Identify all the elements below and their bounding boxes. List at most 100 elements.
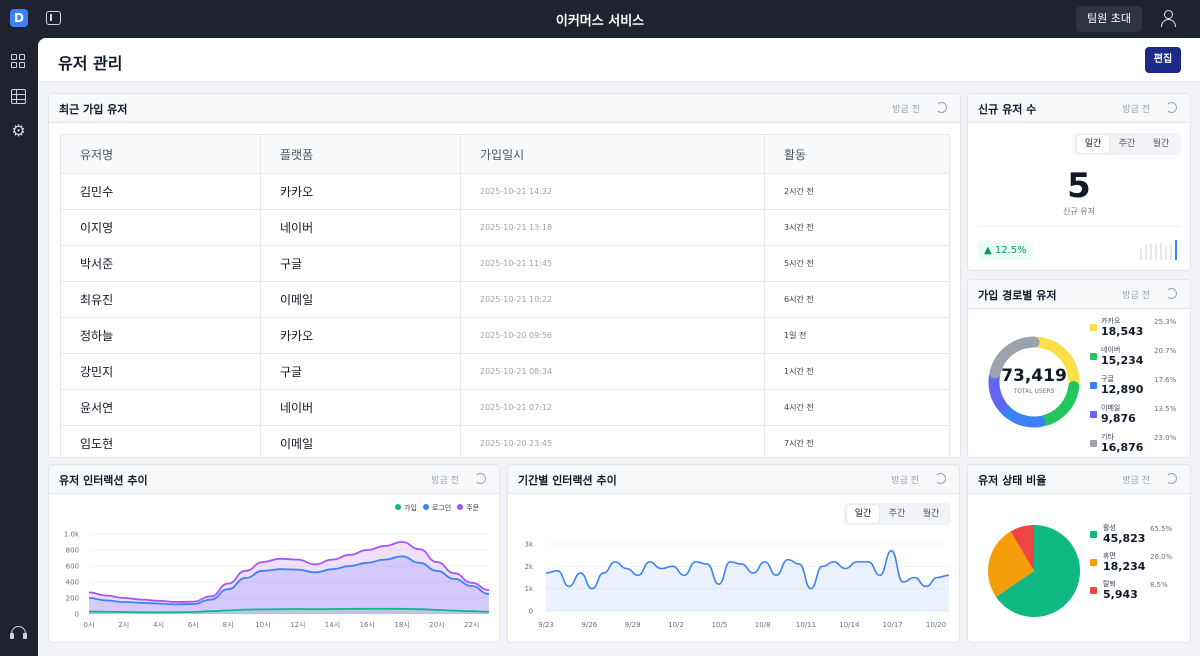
period-weekly[interactable]: 주간 — [888, 509, 906, 519]
column-header[interactable]: 플랫폼 — [260, 134, 461, 174]
legend-item[interactable]: 로그인 — [417, 504, 451, 512]
legend-percent: 65.5% — [1150, 525, 1173, 533]
x-tick-label: 9/29 — [625, 621, 641, 629]
legend-percent: 17.6% — [1154, 376, 1177, 384]
card-header: 기간별 인터랙션 추이 방금 전 — [508, 465, 959, 494]
activity-cell: 3시간 전 — [764, 209, 950, 246]
refresh-icon[interactable] — [475, 473, 486, 484]
period-daily[interactable]: 일간 — [847, 505, 879, 523]
x-tick-label: 8시 — [223, 621, 234, 629]
y-tick-label: 400 — [66, 579, 79, 587]
card-header: 유저 인터랙션 추이 방금 전 — [49, 465, 499, 494]
joined-at-cell: 2025-10-20 09:56 — [460, 317, 765, 354]
donut-slice[interactable] — [989, 336, 1040, 379]
y-tick-label: 0 — [529, 608, 533, 616]
spark-bar — [1155, 245, 1157, 260]
gear-icon[interactable]: ⚙ — [11, 121, 26, 140]
invite-member-button[interactable]: 팀원 초대 — [1076, 6, 1142, 32]
donut-slice[interactable] — [998, 402, 1046, 428]
period-monthly[interactable]: 월간 — [1152, 139, 1170, 149]
new-users-card: 신규 유저 수 방금 전 일간 주간 월간 5 신규 유저 ▲ 12.5% — [967, 93, 1191, 271]
period-daily[interactable]: 일간 — [1077, 135, 1109, 153]
x-tick-label: 10/5 — [711, 621, 727, 629]
legend-percent: 25.3% — [1154, 318, 1177, 326]
series-line[interactable] — [88, 541, 490, 603]
card-header: 최근 가입 유저 방금 전 — [49, 94, 960, 123]
dashboard-icon[interactable] — [11, 54, 26, 69]
y-tick-label: 1k — [524, 585, 533, 593]
column-header[interactable]: 활동 — [764, 134, 950, 174]
app-logo[interactable]: D — [10, 9, 28, 27]
donut-slice[interactable] — [1038, 381, 1080, 427]
refresh-icon[interactable] — [936, 102, 947, 113]
legend-swatch — [1090, 440, 1097, 447]
y-tick-label: 200 — [66, 595, 79, 603]
user-name-cell: 박서준 — [60, 245, 261, 282]
card-header: 가입 경로별 유저 방금 전 — [968, 280, 1190, 309]
x-tick-label: 20시 — [429, 621, 444, 629]
table-row[interactable]: 정하늘 카카오 2025-10-20 09:56 1일 전 — [60, 317, 950, 354]
series-line[interactable] — [545, 549, 950, 590]
table-row[interactable]: 이지영 네이버 2025-10-21 13:18 3시간 전 — [60, 209, 950, 246]
new-users-value: 5 — [1067, 166, 1091, 206]
page-title: 유저 관리 — [58, 54, 123, 73]
x-tick-label: 10/14 — [839, 621, 860, 629]
donut-slice[interactable] — [1032, 336, 1080, 389]
legend-label: 구글 — [1101, 375, 1114, 383]
legend-percent: 13.5% — [1154, 405, 1177, 413]
updated-label: 방금 전 — [1122, 291, 1150, 301]
recent-users-card: 최근 가입 유저 방금 전 유저명 플랫폼 가입일시 활동 김민수 카카오 2025… — [48, 93, 961, 458]
period-weekly[interactable]: 주간 — [1118, 139, 1136, 149]
sidebar-toggle-icon[interactable] — [46, 11, 61, 25]
column-header[interactable]: 가입일시 — [460, 134, 765, 174]
card-title: 신규 유저 수 — [978, 103, 1037, 116]
activity-cell: 6시간 전 — [764, 281, 950, 318]
period-monthly[interactable]: 월간 — [922, 509, 940, 519]
table-row[interactable]: 강민지 구글 2025-10-21 08:34 1시간 전 — [60, 353, 950, 390]
user-name-cell: 정하늘 — [60, 317, 261, 354]
edit-button[interactable]: 편집 — [1145, 47, 1181, 73]
legend-value: 45,823 — [1103, 532, 1146, 545]
legend-item[interactable]: 주문 — [451, 504, 479, 512]
x-tick-label: 2시 — [118, 621, 129, 629]
pie-slice[interactable] — [988, 531, 1034, 597]
y-tick-label: 1.0k — [64, 531, 80, 539]
pie-slice[interactable] — [1010, 525, 1034, 571]
updated-label: 방금 전 — [892, 105, 920, 115]
pie-slice[interactable] — [995, 525, 1080, 617]
table-row[interactable]: 최유진 이메일 2025-10-21 10:22 6시간 전 — [60, 281, 950, 318]
table-row[interactable]: 임도현 이메일 2025-10-20 23:45 7시간 전 — [60, 425, 950, 457]
table-row[interactable]: 박서준 구글 2025-10-21 11:45 5시간 전 — [60, 245, 950, 282]
series-line[interactable] — [88, 607, 490, 614]
refresh-icon[interactable] — [935, 473, 946, 484]
legend-label: 카카오 — [1101, 317, 1121, 325]
series-line[interactable] — [88, 555, 490, 606]
refresh-icon[interactable] — [1166, 473, 1177, 484]
page-header: 유저 관리 편집 — [38, 38, 1200, 82]
y-tick-label: 2k — [524, 563, 533, 571]
user-profile-icon[interactable] — [1160, 10, 1176, 27]
y-tick-label: 3k — [524, 541, 533, 549]
joined-at-cell: 2025-10-21 14:32 — [460, 173, 765, 210]
x-tick-label: 6시 — [188, 621, 199, 629]
legend-label: 활성 — [1103, 524, 1116, 532]
platform-cell: 카카오 — [260, 317, 461, 354]
app-title: 이커머스 서비스 — [555, 14, 645, 29]
refresh-icon[interactable] — [1166, 102, 1177, 113]
legend-label: 기타 — [1101, 433, 1114, 441]
x-tick-label: 18시 — [394, 621, 409, 629]
headset-icon[interactable] — [10, 626, 27, 639]
refresh-icon[interactable] — [1166, 288, 1177, 299]
column-header[interactable]: 유저명 — [60, 134, 261, 174]
user-name-cell: 이지영 — [60, 209, 261, 246]
table-row[interactable]: 김민수 카카오 2025-10-21 14:32 2시간 전 — [60, 173, 950, 210]
table-icon[interactable] — [11, 89, 26, 104]
donut-slice[interactable] — [988, 371, 1007, 411]
legend-item[interactable]: 가입 — [389, 504, 417, 512]
legend-swatch — [1090, 324, 1097, 331]
x-tick-label: 10/11 — [796, 621, 816, 629]
table-row[interactable]: 윤서연 네이버 2025-10-21 07:12 4시간 전 — [60, 389, 950, 426]
joined-at-cell: 2025-10-21 11:45 — [460, 245, 765, 282]
legend-label: 로그인 — [431, 504, 452, 512]
legend-value: 12,890 — [1101, 383, 1144, 396]
